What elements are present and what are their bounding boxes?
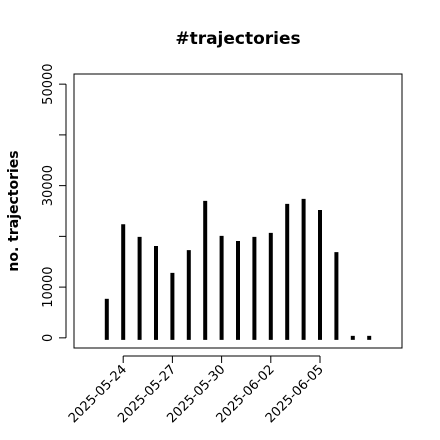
chart-title: #trajectories [175, 29, 300, 49]
y-tick-label: 30000 [41, 165, 56, 206]
y-axis-label: no. trajectories [6, 150, 22, 271]
plot-box [73, 73, 403, 349]
y-tick-label: 10000 [41, 266, 56, 307]
y-tick-label: 0 [41, 334, 56, 342]
y-tick-label: 50000 [41, 63, 56, 104]
